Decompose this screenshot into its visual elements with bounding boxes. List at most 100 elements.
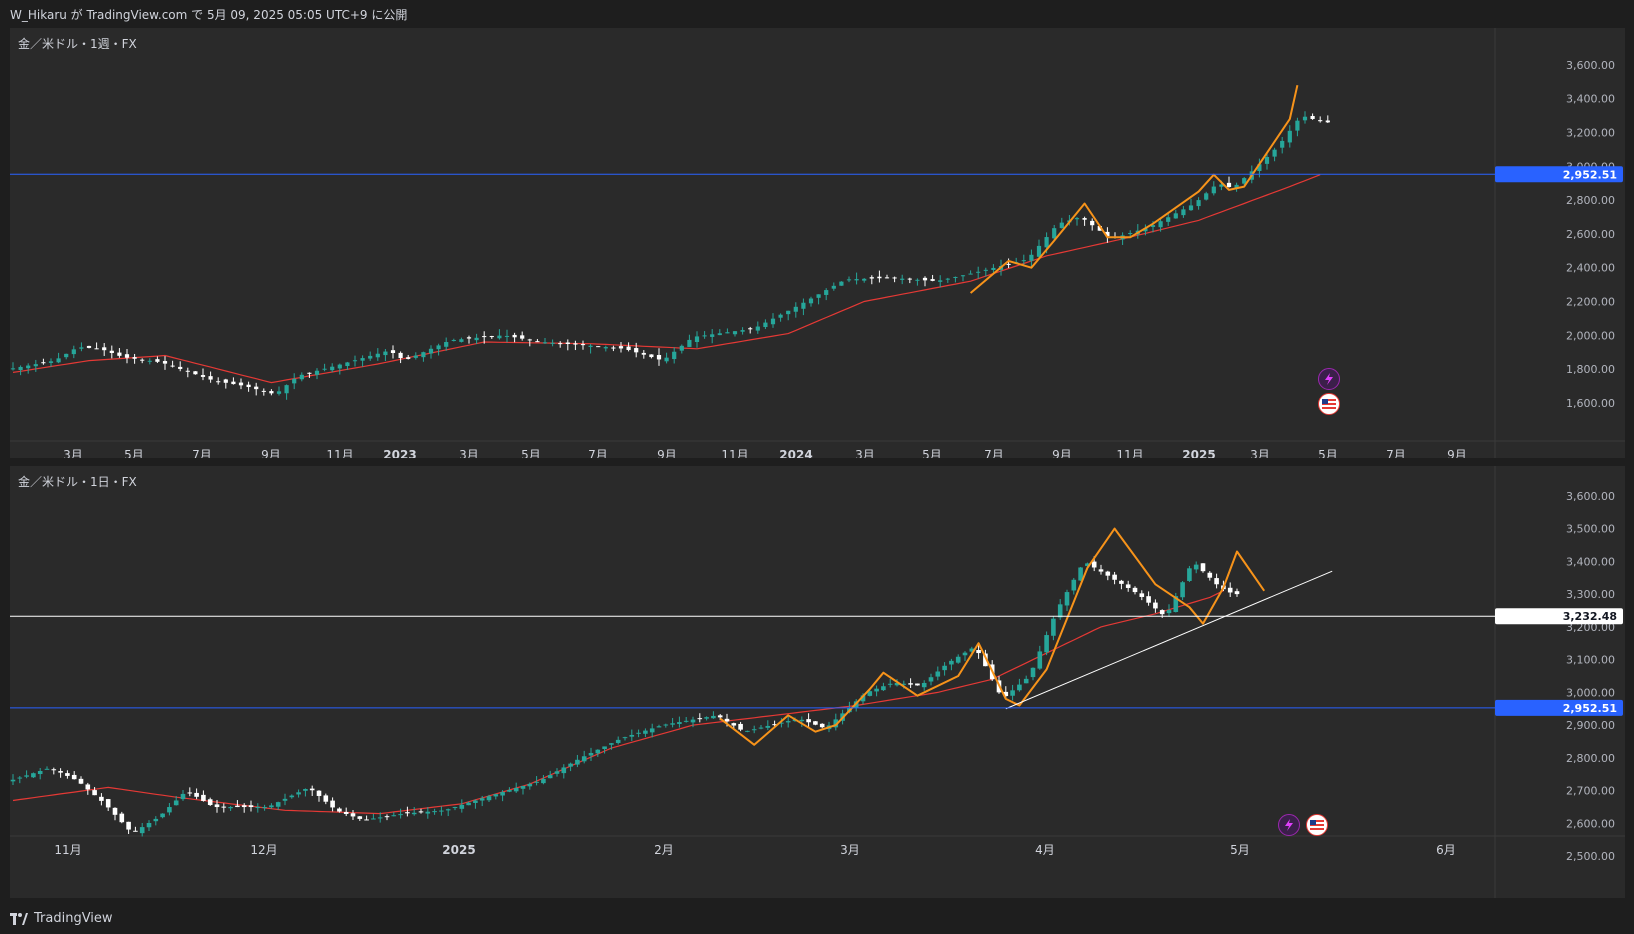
candle-body — [350, 813, 356, 817]
weekly-chart-pane[interactable]: 3,600.003,400.003,200.003,000.002,800.00… — [10, 28, 1625, 458]
candle-body — [520, 785, 526, 789]
candle-body — [1023, 678, 1029, 684]
candle-body — [779, 722, 784, 724]
candle-body — [314, 370, 320, 375]
candle-body — [160, 813, 165, 818]
candle-body — [813, 721, 818, 725]
candle-body — [194, 792, 199, 797]
candle-body — [428, 348, 434, 354]
candle-body — [527, 783, 533, 787]
candle-body — [561, 767, 567, 774]
candle-body — [930, 279, 935, 281]
candle-body — [221, 806, 227, 808]
lightning-icon[interactable] — [1278, 814, 1300, 836]
candle-body — [24, 775, 29, 777]
candle-body — [323, 795, 329, 802]
candle-body — [133, 830, 138, 832]
candle-body — [618, 346, 624, 349]
candle-body — [289, 795, 295, 798]
candle-body — [751, 729, 757, 731]
candle-body — [697, 718, 703, 720]
candle-body — [819, 723, 825, 728]
candle-body — [770, 318, 776, 325]
candle-body — [1153, 602, 1158, 609]
candle-body — [180, 793, 186, 800]
candle-body — [391, 815, 397, 817]
price-tick-label: 2,900.00 — [1566, 719, 1615, 732]
candle-body — [732, 331, 738, 335]
candle-body — [945, 278, 950, 280]
candle-body — [634, 348, 639, 353]
candle-body — [436, 345, 441, 350]
candle-body — [1234, 184, 1239, 189]
candle-body — [124, 354, 130, 358]
price-tick-label: 2,800.00 — [1566, 752, 1615, 765]
footer-brand: TradingView — [34, 911, 113, 926]
candle-body — [778, 314, 783, 318]
candle-body — [337, 364, 342, 369]
candle-body — [649, 728, 655, 733]
candle-body — [208, 376, 213, 380]
candle-body — [839, 281, 844, 286]
candle-body — [126, 821, 131, 830]
candle-body — [71, 349, 76, 355]
candle-body — [269, 391, 274, 394]
candle-body — [216, 381, 221, 383]
candle-body — [214, 804, 220, 808]
candle-body — [473, 800, 478, 803]
candle-body — [1302, 116, 1308, 121]
price-level-label: 2,952.51 — [1563, 702, 1617, 715]
candle-body — [672, 351, 677, 360]
candle-body — [296, 792, 301, 795]
candle-body — [677, 722, 682, 725]
time-tick-label: 9月 — [1447, 448, 1467, 458]
price-tick-label: 2,000.00 — [1566, 329, 1615, 342]
candle-body — [425, 811, 431, 814]
moving-average-line — [12, 590, 1224, 815]
daily-chart-pane[interactable]: 3,600.00 3,500.00 3,400.00 3,300.00 3,200.00… — [10, 466, 1625, 898]
candle-body — [772, 724, 777, 726]
candle-body — [1064, 592, 1070, 606]
daily-chart-svg[interactable]: 3,600.003,500.003,400.003,300.003,200.00… — [10, 466, 1625, 898]
candle-body — [786, 310, 791, 315]
candle-body — [78, 778, 84, 784]
candle-body — [554, 771, 560, 774]
candle-body — [573, 343, 578, 345]
publish-info: W_Hikaru が TradingView.com で 5月 09, 2025… — [10, 8, 408, 22]
candle-body — [1139, 593, 1145, 597]
candle-body — [1207, 572, 1213, 578]
price-level-badge — [1495, 699, 1623, 716]
time-tick-label: 7月 — [588, 448, 608, 458]
candle-body — [683, 720, 689, 722]
candle-body — [337, 808, 342, 812]
us-flag-icon[interactable] — [1318, 393, 1340, 415]
candle-body — [1187, 568, 1192, 581]
candle-body — [92, 790, 97, 796]
candle-body — [717, 715, 723, 718]
us-flag-icon[interactable] — [1306, 814, 1328, 836]
candle-body — [908, 683, 913, 685]
candle-body — [1078, 567, 1083, 581]
candle-body — [785, 721, 791, 723]
candle-body — [486, 796, 492, 801]
candle-body — [1173, 213, 1178, 219]
candle-body — [357, 816, 363, 819]
candle-body — [307, 372, 312, 374]
candle-body — [603, 347, 608, 349]
candle-body — [33, 364, 38, 367]
candle-body — [248, 805, 254, 808]
footer-bar: TradingView — [0, 904, 1634, 934]
candle-body — [894, 682, 900, 686]
candle-body — [10, 779, 16, 782]
time-tick-label: 9月 — [1052, 448, 1072, 458]
candle-body — [299, 374, 304, 380]
lightning-icon[interactable] — [1318, 368, 1340, 390]
candle-body — [656, 726, 662, 728]
candle-body — [262, 807, 267, 809]
candle-body — [117, 352, 122, 356]
price-level-label: 2,952.51 — [1563, 168, 1617, 181]
candle-body — [162, 361, 168, 364]
candle-body — [1310, 116, 1315, 119]
candle-body — [466, 802, 471, 806]
weekly-chart-svg[interactable]: 3,600.003,400.003,200.003,000.002,800.00… — [10, 28, 1625, 458]
